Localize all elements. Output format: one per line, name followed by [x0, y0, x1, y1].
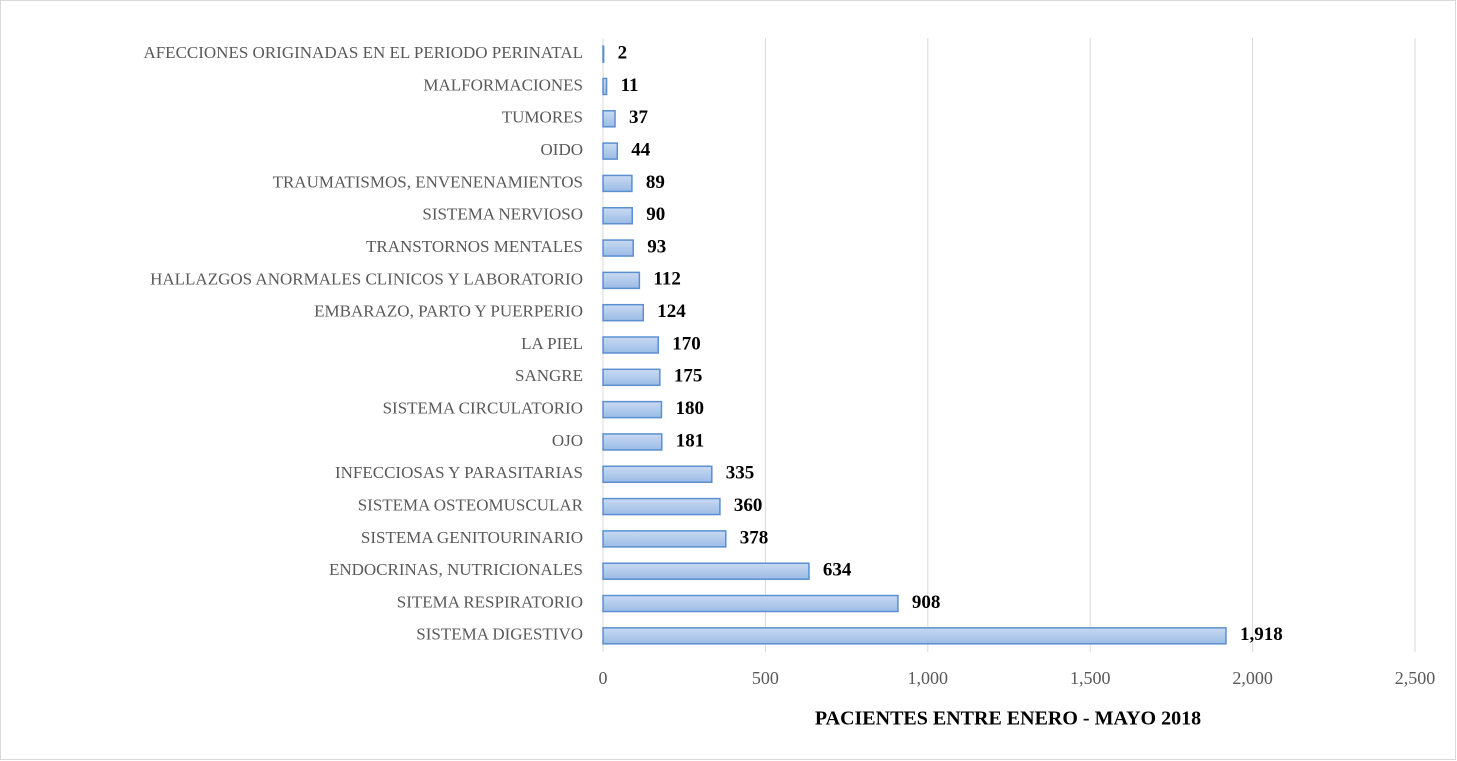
y-tick-label: SISTEMA DIGESTIVO	[416, 625, 583, 644]
y-tick-label: SANGRE	[515, 366, 583, 385]
y-tick-label: SITEMA RESPIRATORIO	[397, 592, 583, 611]
y-tick-label: INFECCIOSAS Y PARASITARIAS	[335, 463, 583, 482]
bar	[602, 594, 899, 613]
bar	[602, 336, 659, 354]
y-tick-label: MALFORMACIONES	[423, 75, 583, 94]
value-label: 180	[675, 398, 704, 419]
value-label: 170	[672, 333, 701, 354]
value-label: 112	[653, 269, 680, 290]
bar	[602, 627, 1227, 645]
bar	[602, 271, 641, 290]
value-label: 175	[674, 366, 703, 387]
y-tick-label: AFECCIONES ORIGINADAS EN EL PERIODO PERI…	[143, 43, 583, 62]
bar	[602, 45, 605, 63]
bar	[602, 174, 633, 193]
value-label: 124	[657, 301, 686, 322]
x-axis-title: PACIENTES ENTRE ENERO - MAYO 2018	[815, 708, 1201, 730]
y-tick-label: TRANSTORNOS MENTALES	[366, 237, 583, 256]
x-tick-label: 2,500	[1395, 668, 1436, 688]
y-tick-label: OJO	[552, 431, 583, 450]
y-tick-label: SISTEMA OSTEOMUSCULAR	[358, 495, 584, 514]
bar	[602, 77, 608, 96]
bar	[602, 433, 663, 451]
bar	[602, 465, 713, 484]
value-label: 90	[646, 204, 665, 225]
value-label: 1,918	[1240, 624, 1283, 645]
value-label: 2	[618, 43, 628, 64]
x-tick-label: 1,500	[1070, 668, 1111, 688]
x-tick-label: 2,000	[1232, 668, 1273, 688]
y-tick-label: HALLAZGOS ANORMALES CLINICOS Y LABORATOR…	[150, 269, 583, 288]
x-tick-label: 500	[752, 668, 779, 688]
value-label: 335	[726, 463, 755, 484]
bar	[602, 110, 616, 128]
value-label: 93	[647, 236, 666, 257]
y-tick-label: TUMORES	[502, 108, 583, 127]
bar	[602, 400, 663, 419]
value-label: 37	[629, 107, 649, 128]
value-label: 181	[676, 430, 705, 451]
value-label: 908	[912, 592, 941, 613]
value-label: 378	[740, 527, 769, 548]
y-tick-label: SISTEMA NERVIOSO	[422, 205, 583, 224]
bar	[602, 142, 619, 160]
bar	[602, 206, 633, 225]
y-tick-label: SISTEMA GENITOURINARIO	[361, 528, 583, 547]
bar	[602, 303, 645, 322]
bar	[602, 368, 661, 387]
value-label: 634	[823, 560, 852, 581]
y-tick-label: SISTEMA CIRCULATORIO	[383, 399, 583, 418]
value-label: 89	[646, 172, 665, 193]
x-tick-label: 0	[599, 668, 608, 688]
value-label: 11	[621, 75, 639, 96]
y-tick-label: ENDOCRINAS, NUTRICIONALES	[329, 560, 583, 579]
value-label: 44	[631, 139, 651, 160]
bar	[602, 530, 727, 548]
y-tick-label: TRAUMATISMOS, ENVENENAMIENTOS	[273, 172, 583, 191]
y-tick-label: LA PIEL	[521, 334, 583, 353]
bar	[602, 562, 810, 580]
bar	[602, 497, 721, 516]
bar	[602, 239, 634, 257]
value-label: 360	[734, 495, 763, 516]
y-tick-label: EMBARAZO, PARTO Y PUERPERIO	[314, 302, 583, 321]
y-tick-label: OIDO	[541, 140, 584, 159]
x-tick-label: 1,000	[908, 668, 949, 688]
